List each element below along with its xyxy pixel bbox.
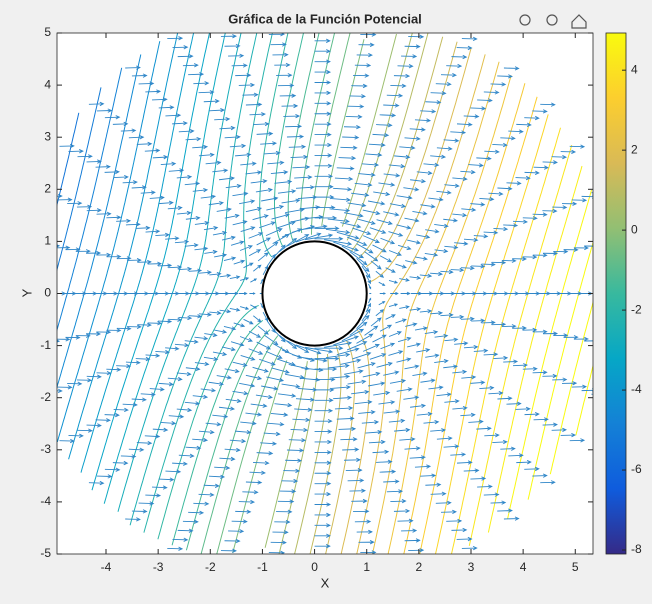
home-icon[interactable]	[572, 15, 586, 28]
colorbar	[606, 33, 626, 554]
x-axis-label: X	[321, 575, 330, 590]
x-tick-label: 5	[572, 560, 579, 574]
velocity-arrow	[263, 2, 278, 5]
velocity-arrow	[267, 561, 282, 564]
y-tick-label: -4	[40, 494, 51, 508]
x-tick-label: 1	[363, 560, 370, 574]
colorbar-tick-label: 2	[631, 142, 638, 156]
velocity-arrow	[366, 2, 381, 5]
velocity-arrow	[591, 191, 605, 194]
y-tick-label: 0	[44, 286, 51, 300]
velocity-arrow	[217, 559, 232, 562]
velocity-arrow	[263, 582, 278, 585]
zoom-in-icon[interactable]	[520, 15, 530, 25]
x-tick-label: -2	[205, 560, 216, 574]
colorbar-tick-label: 0	[631, 222, 638, 236]
x-tick-label: -3	[153, 560, 164, 574]
y-tick-label: 2	[44, 181, 51, 195]
x-tick-label: 4	[520, 560, 527, 574]
colorbar-tick-label: -4	[631, 382, 642, 396]
colorbar-tick-label: 4	[631, 62, 638, 76]
x-tick-label: -4	[101, 560, 112, 574]
zoom-out-icon[interactable]	[547, 15, 557, 25]
x-tick-label: -1	[257, 560, 268, 574]
colorbar-tick-label: -2	[631, 302, 642, 316]
y-tick-label: -2	[40, 390, 51, 404]
x-tick-label: 3	[468, 560, 475, 574]
velocity-arrow	[24, 343, 38, 346]
velocity-arrow	[214, 15, 229, 18]
colorbar-tick-label: -8	[631, 542, 642, 556]
velocity-arrow	[315, 29, 330, 32]
y-tick-label: -5	[40, 546, 51, 560]
contour-line	[18, 152, 54, 291]
velocity-arrow	[315, 0, 330, 1]
x-tick-label: 0	[311, 560, 318, 574]
cylinder	[262, 241, 366, 345]
velocity-arrow	[315, 555, 330, 558]
y-tick-label: -3	[40, 442, 51, 456]
toolbar[interactable]	[520, 15, 586, 28]
y-tick-label: 5	[44, 25, 51, 39]
velocity-arrow	[591, 392, 605, 395]
velocity-arrow	[366, 582, 381, 585]
colorbar-tick-label: -6	[631, 462, 642, 476]
velocity-arrow	[214, 569, 229, 572]
chart-title: Gráfica de la Función Potencial	[228, 11, 422, 26]
y-tick-label: 1	[44, 234, 51, 248]
y-tick-label: -1	[40, 338, 51, 352]
y-axis-label: Y	[19, 288, 34, 297]
x-tick-label: 2	[416, 560, 423, 574]
y-tick-label: 4	[44, 77, 51, 91]
velocity-arrow	[24, 241, 38, 244]
y-tick-label: 3	[44, 129, 51, 143]
